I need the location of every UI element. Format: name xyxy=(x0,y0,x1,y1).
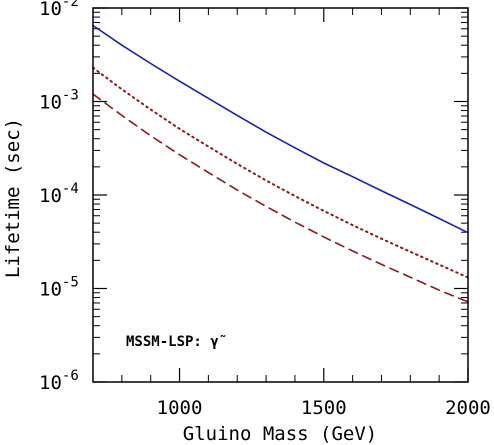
series-layer xyxy=(92,24,469,303)
y-tick-label: 10-5 xyxy=(39,275,79,301)
y-tick-label: 10-2 xyxy=(39,0,79,20)
x-tick-label: 1000 xyxy=(157,397,203,419)
y-tick-label-exponent: -4 xyxy=(62,181,79,197)
y-tick-label: 10-6 xyxy=(39,368,79,394)
y-tick-label-base: 10 xyxy=(39,279,62,301)
y-tick-label-exponent: -3 xyxy=(62,88,79,104)
series-dotted-line xyxy=(92,66,469,279)
plot-frame xyxy=(92,7,469,383)
y-tick-label-exponent: -6 xyxy=(62,368,79,384)
y-tick-label-base: 10 xyxy=(39,92,62,114)
series-dashed-line xyxy=(92,93,469,303)
x-axis-title: Gluino Mass (GeV) xyxy=(183,423,377,445)
y-tick-label-base: 10 xyxy=(39,0,62,20)
y-tick-label-exponent: -2 xyxy=(62,0,79,10)
annotation-label: MSSM-LSP: γ̃ xyxy=(126,334,226,350)
major-ticks xyxy=(93,7,469,383)
y-axis-title: Lifetime (sec) xyxy=(2,118,24,278)
y-tick-label-base: 10 xyxy=(39,185,62,207)
minor-ticks xyxy=(92,8,468,382)
y-tick-label-base: 10 xyxy=(39,372,62,394)
x-tick-labels: 1000 1500 2000 xyxy=(157,397,491,419)
series-solid-line xyxy=(92,24,469,234)
y-tick-labels: 10-610-510-410-310-2 xyxy=(39,0,79,394)
x-tick-label: 1500 xyxy=(301,397,347,419)
x-tick-label: 2000 xyxy=(445,397,491,419)
y-tick-label-exponent: -5 xyxy=(62,275,79,291)
y-tick-label: 10-3 xyxy=(39,88,79,114)
y-tick-label: 10-4 xyxy=(39,181,79,207)
